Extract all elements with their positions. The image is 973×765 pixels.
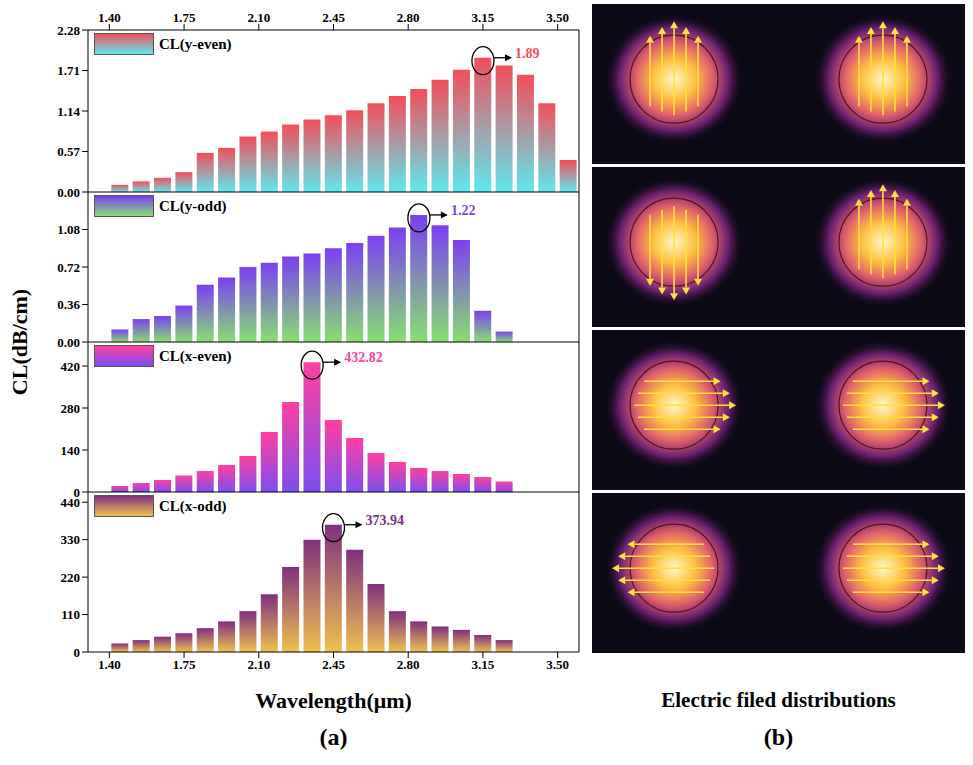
svg-text:330: 330	[61, 532, 81, 547]
svg-text:1.14: 1.14	[57, 104, 80, 119]
html-text:CL(x-odd): CL(x-odd)	[159, 497, 227, 514]
svg-text:2.10: 2.10	[247, 10, 270, 25]
html-text:CL(y-even): CL(y-even)	[159, 35, 232, 52]
svg-text:1.08: 1.08	[57, 222, 80, 237]
svg-text:440: 440	[61, 495, 81, 510]
svg-text:1.75: 1.75	[173, 657, 196, 672]
svg-text:2.45: 2.45	[322, 657, 345, 672]
svg-text:1.75: 1.75	[173, 10, 196, 25]
svg-text:3.50: 3.50	[546, 657, 569, 672]
svg-text:373.94: 373.94	[366, 513, 405, 528]
svg-text:1.71: 1.71	[57, 63, 80, 78]
svg-text:110: 110	[61, 607, 80, 622]
svg-text:140: 140	[61, 443, 81, 458]
html-text:(a): (a)	[319, 724, 348, 750]
html-text:Wavelength(μm): Wavelength(μm)	[255, 688, 412, 713]
svg-text:420: 420	[61, 359, 81, 374]
svg-text:2.80: 2.80	[397, 10, 420, 25]
svg-text:1.22: 1.22	[451, 203, 476, 218]
html-text:Electric filed distributions: Electric filed distributions	[661, 688, 896, 712]
svg-text:0.36: 0.36	[57, 297, 80, 312]
svg-text:1.89: 1.89	[515, 46, 540, 61]
svg-text:0.72: 0.72	[57, 260, 80, 275]
html-text:CL(dB/cm): CL(dB/cm)	[7, 288, 32, 396]
svg-text:3.50: 3.50	[546, 10, 569, 25]
svg-text:1.40: 1.40	[98, 657, 121, 672]
svg-text:0.57: 0.57	[57, 144, 80, 159]
svg-text:432.82: 432.82	[344, 350, 383, 365]
svg-text:0.00: 0.00	[57, 335, 80, 350]
svg-text:0: 0	[73, 484, 80, 500]
svg-text:3.15: 3.15	[472, 657, 495, 672]
svg-text:3.15: 3.15	[472, 10, 495, 25]
svg-text:2.45: 2.45	[322, 10, 345, 25]
svg-text:280: 280	[61, 401, 81, 416]
svg-text:2.28: 2.28	[57, 23, 80, 38]
html-text:CL(x-even): CL(x-even)	[159, 347, 232, 364]
svg-text:2.80: 2.80	[397, 657, 420, 672]
html-text:(b): (b)	[763, 724, 794, 750]
svg-text:0.00: 0.00	[57, 185, 80, 200]
html-text:CL(y-odd): CL(y-odd)	[159, 197, 227, 214]
svg-text:1.40: 1.40	[98, 10, 121, 25]
svg-text:220: 220	[61, 570, 81, 585]
svg-text:2.10: 2.10	[247, 657, 270, 672]
svg-text:0: 0	[74, 645, 81, 660]
